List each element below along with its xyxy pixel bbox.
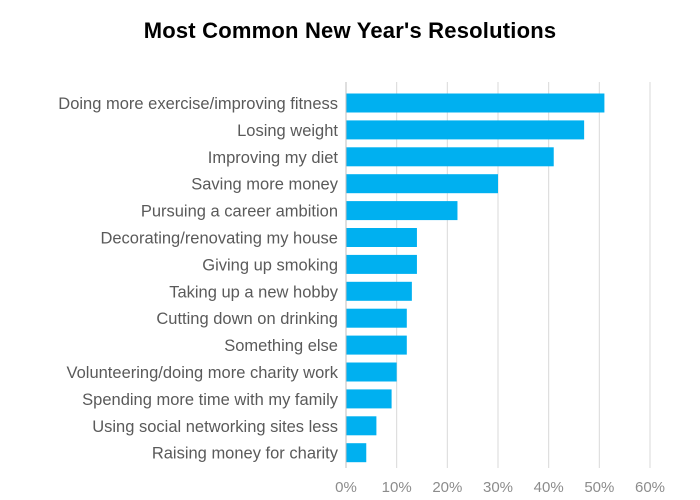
x-tick-label: 30% [483, 479, 513, 496]
category-label: Giving up smoking [202, 256, 338, 274]
bar-7 [346, 254, 417, 274]
category-label: Improving my diet [208, 149, 339, 167]
category-label: Spending more time with my family [82, 391, 339, 409]
bar-2 [346, 120, 585, 140]
x-tick-labels: 0% 10% 20% 30% 40% 50% 60% [335, 479, 665, 496]
bar-1 [346, 93, 605, 113]
category-label: Pursuing a career ambition [141, 203, 338, 221]
category-label: Doing more exercise/improving fitness [58, 95, 338, 113]
x-tick-label: 60% [635, 479, 665, 496]
category-label: Taking up a new hobby [169, 283, 339, 301]
category-label: Raising money for charity [152, 445, 339, 463]
chart-title: Most Common New Year's Resolutions [143, 18, 557, 43]
bar-12 [346, 389, 392, 409]
category-label: Decorating/renovating my house [100, 230, 338, 248]
x-tick-label: 40% [534, 479, 564, 496]
category-label: Something else [224, 337, 338, 355]
bar-4 [346, 174, 498, 194]
category-label: Cutting down on drinking [156, 310, 338, 328]
bar-14 [346, 443, 367, 463]
category-label: Using social networking sites less [92, 418, 338, 436]
category-labels: Doing more exercise/improving fitness Los… [58, 95, 338, 463]
x-tick-label: 10% [382, 479, 412, 496]
grid-lines [396, 82, 651, 468]
x-tick-label: 0% [335, 479, 357, 496]
bar-13 [346, 416, 377, 436]
category-label: Saving more money [191, 176, 338, 194]
bar-11 [346, 362, 397, 382]
category-label: Volunteering/doing more charity work [67, 364, 339, 382]
bar-8 [346, 281, 412, 301]
x-tick-label: 20% [432, 479, 462, 496]
bar-5 [346, 201, 458, 221]
bar-3 [346, 147, 554, 167]
x-tick-label: 50% [584, 479, 614, 496]
bar-10 [346, 335, 407, 355]
bar-9 [346, 308, 407, 328]
bar-6 [346, 228, 417, 247]
bars [346, 93, 605, 463]
category-label: Losing weight [237, 122, 338, 140]
